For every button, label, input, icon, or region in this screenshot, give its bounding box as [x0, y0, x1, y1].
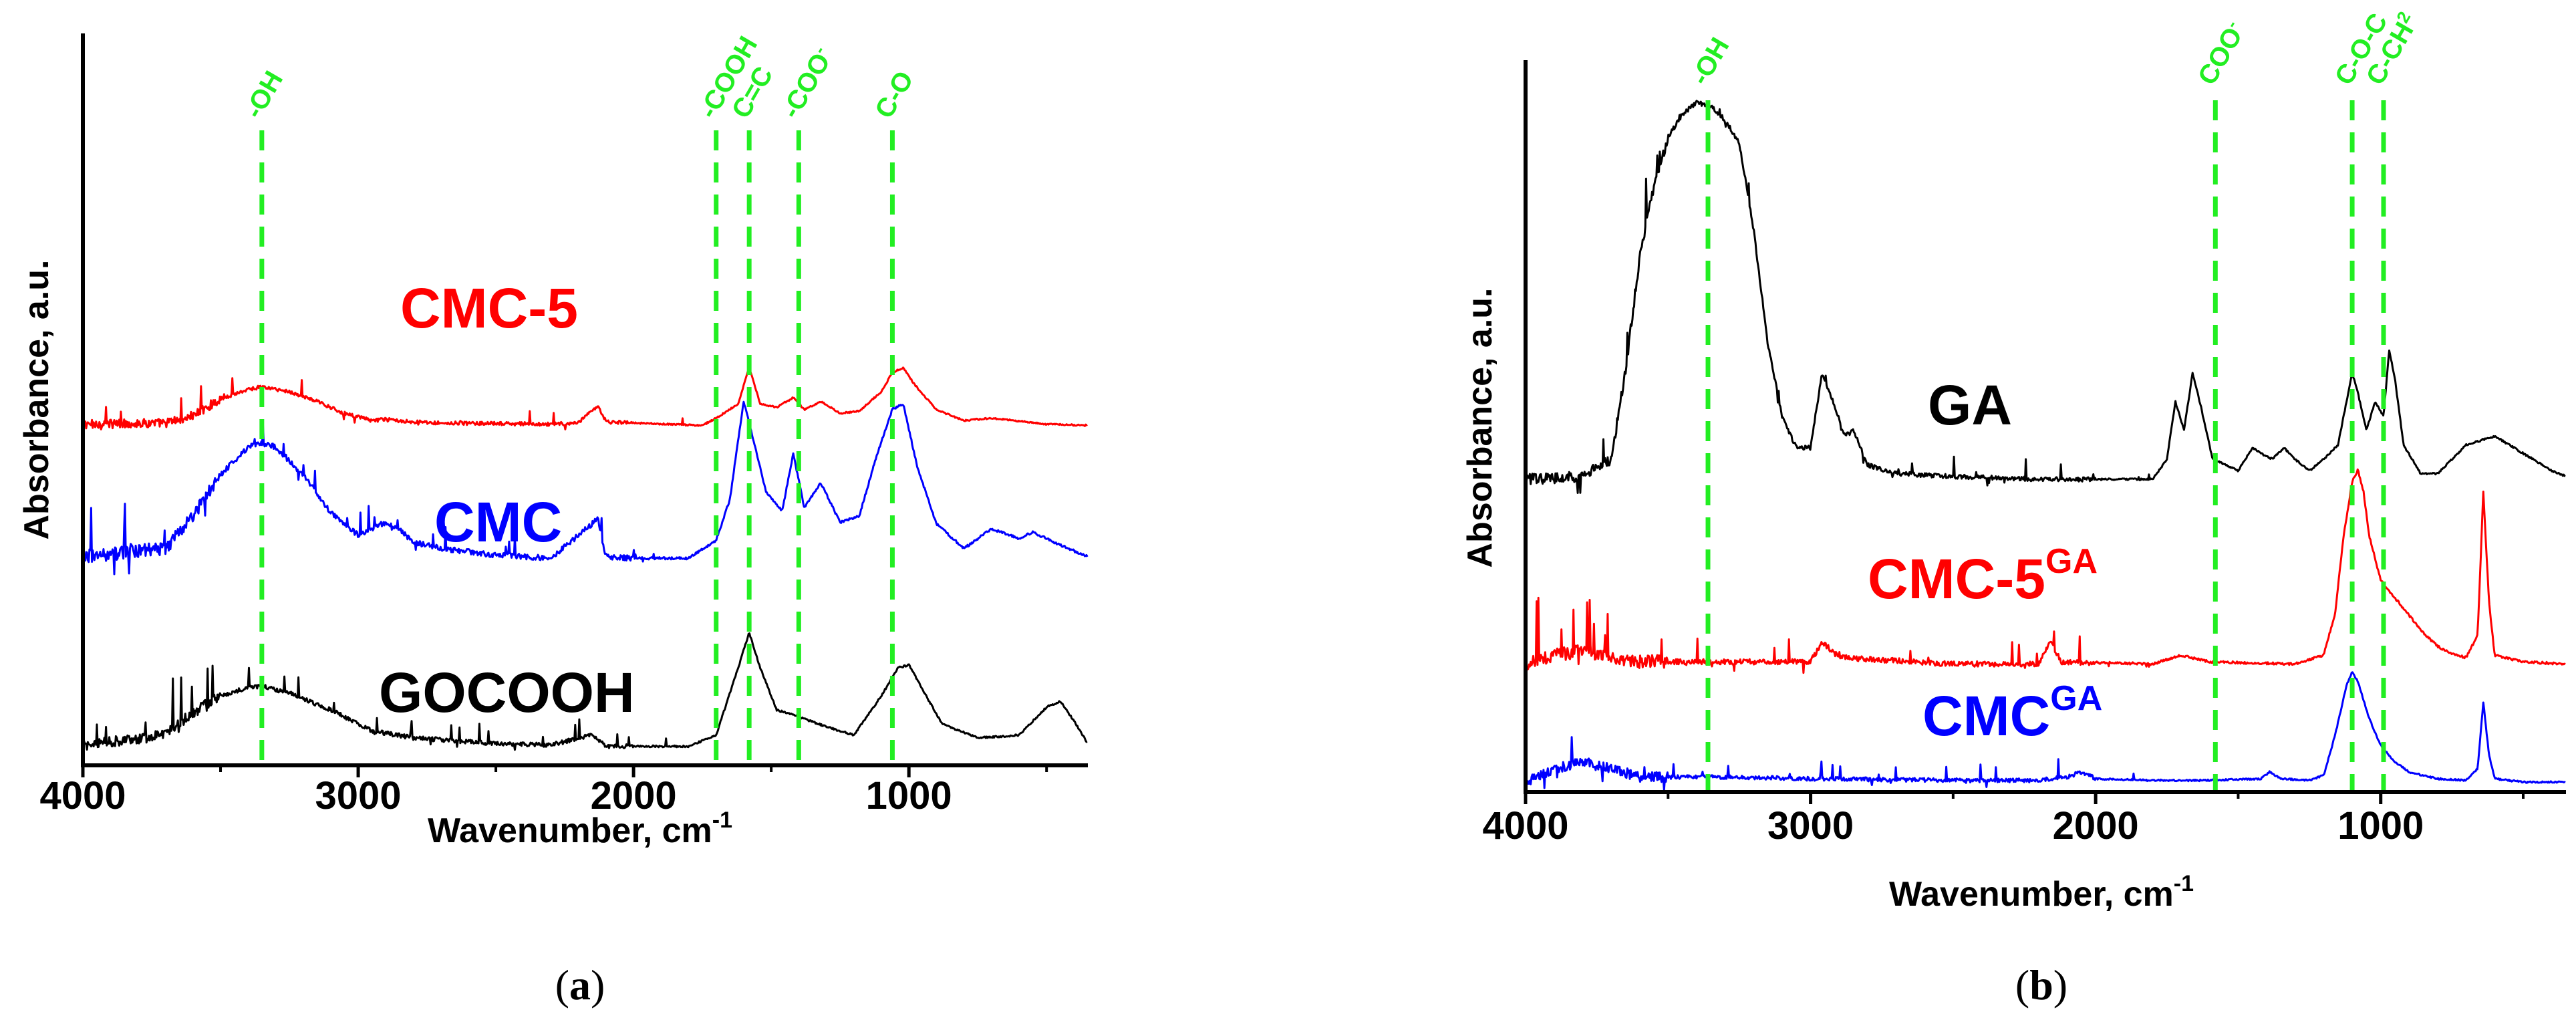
marker-label-0: -OH — [1685, 33, 1735, 90]
panel-b-x-axis-title: Wavenumber, cm-1 — [1889, 871, 2194, 914]
panel-a-y-axis-title: Absorbance, a.u. — [17, 260, 56, 540]
panel-b: -OH COO- C-O-CC-CH2 4000 3000 2000 1000 GA CM… — [1461, 8, 2566, 1009]
marker-label-4: C-O — [869, 66, 919, 124]
panel-a-ticks: 4000 3000 2000 1000 — [39, 765, 1048, 817]
x-tick-label: 4000 — [39, 774, 126, 817]
series-label-cmc-5-ga: CMC-5GA — [1868, 542, 2098, 610]
marker-label-3: -COO- — [774, 42, 839, 123]
panel-a-x-axis-title: Wavenumber, cm-1 — [428, 807, 732, 850]
series-line-ga — [1524, 100, 2566, 494]
x-tick-label: 3000 — [1767, 804, 1854, 848]
x-tick-label: 2000 — [591, 774, 677, 817]
series-label-cmc-ga: CMCGA — [1922, 679, 2102, 747]
panel-a-axes — [81, 33, 1088, 767]
panel-b-y-axis-title: Absorbance, a.u. — [1461, 288, 1499, 568]
series-line-gocooh — [82, 632, 1088, 751]
series-line-cmc-5-ga — [1524, 468, 2566, 674]
series-label-gocooh: GOCOOH — [379, 661, 635, 724]
series-line-cmc-5 — [82, 366, 1088, 430]
panel-b-axes — [1524, 60, 2566, 794]
panel-b-traces — [1524, 100, 2566, 791]
x-tick-label: 2000 — [2053, 804, 2139, 848]
panel-a-traces — [82, 366, 1089, 751]
series-label-cmc: CMC — [434, 491, 562, 553]
x-tick-label: 4000 — [1482, 804, 1568, 848]
marker-label-0: -OH — [239, 66, 289, 124]
panel-b-ticks: 4000 3000 2000 1000 — [1482, 792, 2525, 848]
x-tick-label: 1000 — [2337, 804, 2424, 848]
series-line-cmc — [82, 400, 1089, 576]
series-line-cmc-ga — [1524, 671, 2566, 791]
panel-a-caption: (a) — [555, 961, 605, 1009]
x-tick-label: 1000 — [866, 774, 952, 817]
x-tick-label: 3000 — [315, 774, 402, 817]
series-label-cmc-5: CMC-5 — [400, 277, 578, 340]
marker-label-1: COO- — [2190, 17, 2251, 90]
series-label-ga: GA — [1928, 374, 2012, 436]
panel-b-caption: (b) — [2015, 961, 2067, 1009]
